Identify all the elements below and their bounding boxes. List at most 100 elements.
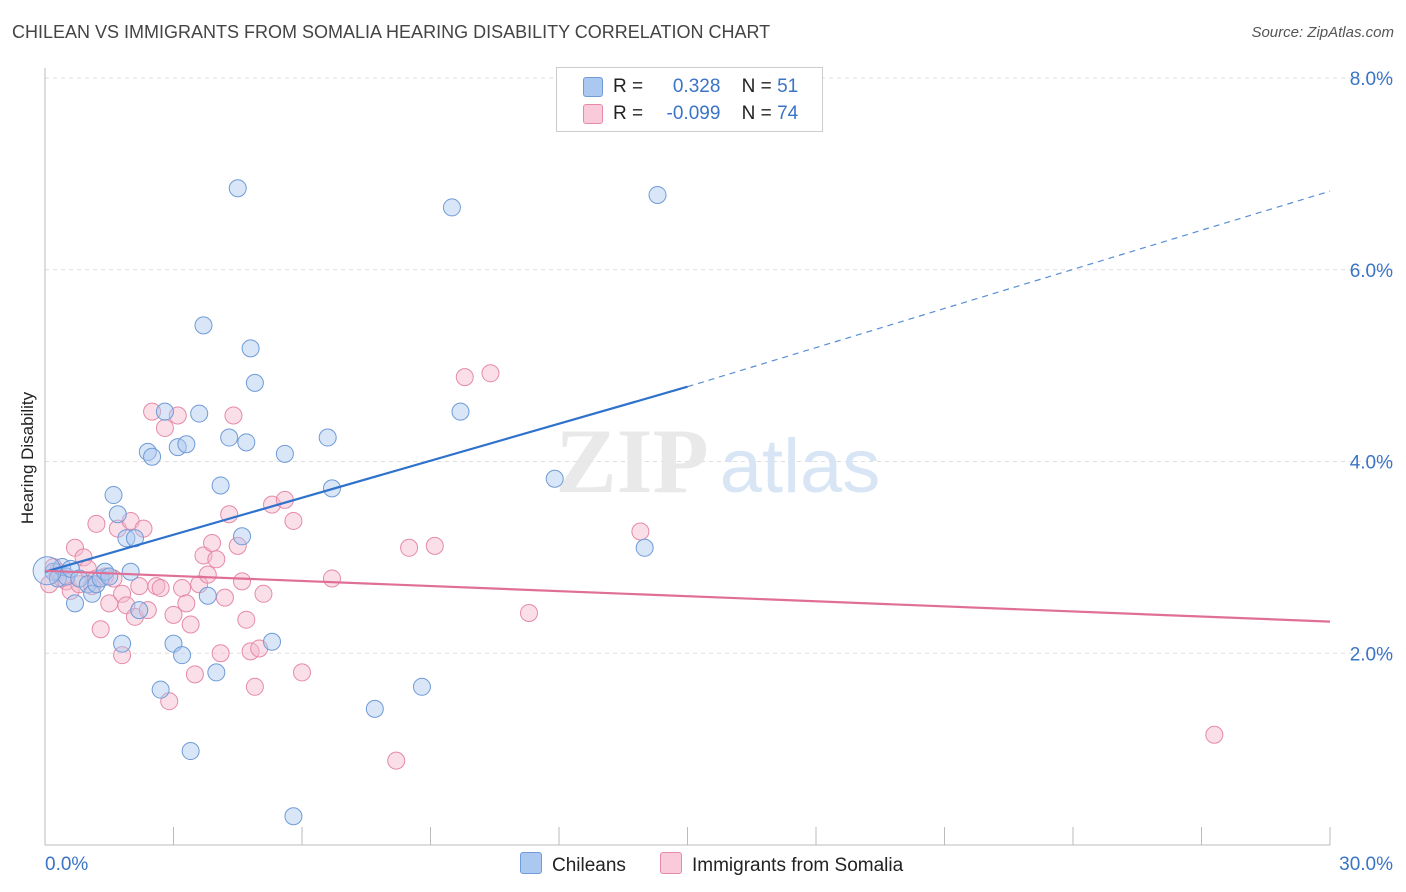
chileans-point bbox=[442, 198, 461, 217]
tick-labels: 2.0% 4.0% 6.0% 8.0% 0.0% 30.0% bbox=[45, 69, 1393, 875]
chileans-point bbox=[121, 562, 140, 581]
legend-n-value: 51 bbox=[777, 76, 799, 97]
chileans-point bbox=[318, 428, 337, 447]
axes bbox=[44, 68, 1331, 846]
somalia-point bbox=[237, 610, 256, 629]
bottom-legend-label: Immigrants from Somalia bbox=[692, 855, 904, 876]
somalia-point bbox=[177, 594, 196, 613]
y-tick-label: 6.0% bbox=[1350, 261, 1393, 282]
x-tick-label: 30.0% bbox=[1339, 854, 1393, 875]
somalia-point bbox=[245, 677, 264, 696]
somalia-point bbox=[211, 644, 230, 663]
chileans-trend-line bbox=[44, 385, 688, 573]
chileans-point bbox=[181, 742, 200, 761]
somalia-point bbox=[155, 418, 174, 437]
chileans-point bbox=[275, 444, 294, 463]
somalia-point bbox=[198, 565, 217, 584]
somalia-point bbox=[284, 511, 303, 530]
chileans-points bbox=[32, 179, 667, 826]
watermark-zip: ZIP bbox=[555, 410, 708, 512]
somalia-point bbox=[228, 536, 247, 555]
chileans-point bbox=[207, 663, 226, 682]
somalia-point bbox=[91, 620, 110, 639]
bottom-legend-somalia: Immigrants from Somalia bbox=[660, 852, 903, 877]
somalia-point bbox=[173, 579, 192, 598]
chileans-point bbox=[263, 632, 282, 651]
legend-n-label: N = bbox=[741, 76, 772, 97]
legend-r-value: 0.328 bbox=[672, 76, 721, 97]
legend-r-value: -0.099 bbox=[666, 103, 721, 124]
somalia-point bbox=[181, 615, 200, 634]
chileans-point bbox=[194, 316, 213, 335]
y-tick-label: 4.0% bbox=[1350, 453, 1393, 474]
legend-swatch-pink bbox=[583, 104, 603, 124]
somalia-point bbox=[185, 665, 204, 684]
chileans-point bbox=[155, 402, 174, 421]
legend-n-value: 74 bbox=[777, 103, 799, 124]
y-tick-label: 2.0% bbox=[1350, 644, 1393, 665]
somalia-points bbox=[40, 364, 1224, 770]
somalia-point bbox=[520, 603, 539, 622]
somalia-point bbox=[224, 406, 243, 425]
legend-swatch-blue bbox=[583, 77, 603, 97]
chileans-point bbox=[211, 476, 230, 495]
somalia-point bbox=[400, 538, 419, 557]
somalia-point bbox=[143, 402, 162, 421]
somalia-point bbox=[254, 584, 273, 603]
somalia-point bbox=[233, 572, 252, 591]
legend-r-label: R = bbox=[613, 76, 644, 97]
chileans-point bbox=[648, 185, 667, 204]
correlation-legend: R = 0.328 N = 51 R = -0.099 N = 74 bbox=[556, 67, 823, 132]
y-tick-label: 8.0% bbox=[1350, 69, 1393, 90]
chileans-point bbox=[365, 699, 384, 718]
bottom-legend-swatch-pink bbox=[660, 852, 682, 874]
chileans-point bbox=[198, 586, 217, 605]
chileans-point bbox=[545, 469, 564, 488]
chileans-point bbox=[451, 402, 470, 421]
somalia-point bbox=[631, 522, 650, 541]
chileans-point bbox=[143, 447, 162, 466]
chileans-point bbox=[130, 601, 149, 620]
chileans-point bbox=[245, 373, 264, 392]
chileans-point bbox=[190, 404, 209, 423]
chileans-point bbox=[241, 339, 260, 358]
source-label: Source: ZipAtlas.com bbox=[1251, 24, 1394, 41]
somalia-point bbox=[293, 663, 311, 682]
chileans-point bbox=[83, 584, 102, 603]
somalia-point bbox=[215, 588, 234, 607]
somalia-point bbox=[455, 368, 474, 387]
somalia-point bbox=[164, 605, 183, 624]
somalia-point bbox=[87, 514, 106, 533]
watermark: ZIP atlas bbox=[555, 410, 880, 512]
watermark-atlas: atlas bbox=[720, 424, 881, 509]
somalia-point bbox=[425, 536, 444, 555]
legend-r-label: R = bbox=[613, 103, 644, 124]
chileans-point bbox=[635, 538, 654, 557]
somalia-point bbox=[322, 569, 341, 588]
trend-lines bbox=[44, 190, 1331, 623]
bottom-legend-label: Chileans bbox=[552, 855, 626, 876]
somalia-point bbox=[113, 584, 132, 603]
chileans-point bbox=[177, 435, 196, 454]
chileans-point bbox=[284, 807, 303, 826]
legend-n-label: N = bbox=[741, 103, 772, 124]
chileans-point bbox=[412, 677, 431, 696]
chileans-point bbox=[104, 486, 123, 505]
x-tick-label: 0.0% bbox=[45, 854, 88, 875]
somalia-point bbox=[151, 579, 170, 598]
gridlines bbox=[45, 77, 1393, 654]
chileans-point bbox=[233, 527, 252, 546]
chileans-point bbox=[65, 594, 84, 613]
bottom-legend-swatch-blue bbox=[520, 852, 542, 874]
chileans-point bbox=[151, 680, 170, 699]
somalia-point bbox=[481, 364, 500, 383]
chileans-point bbox=[100, 567, 119, 586]
chileans-point bbox=[113, 634, 132, 653]
chileans-trend-extension bbox=[687, 190, 1331, 388]
bottom-legend-chileans: Chileans bbox=[520, 852, 626, 877]
somalia-trend-line bbox=[44, 569, 1331, 623]
chileans-point bbox=[173, 646, 192, 665]
somalia-point bbox=[1205, 725, 1224, 744]
chileans-point bbox=[237, 433, 256, 452]
